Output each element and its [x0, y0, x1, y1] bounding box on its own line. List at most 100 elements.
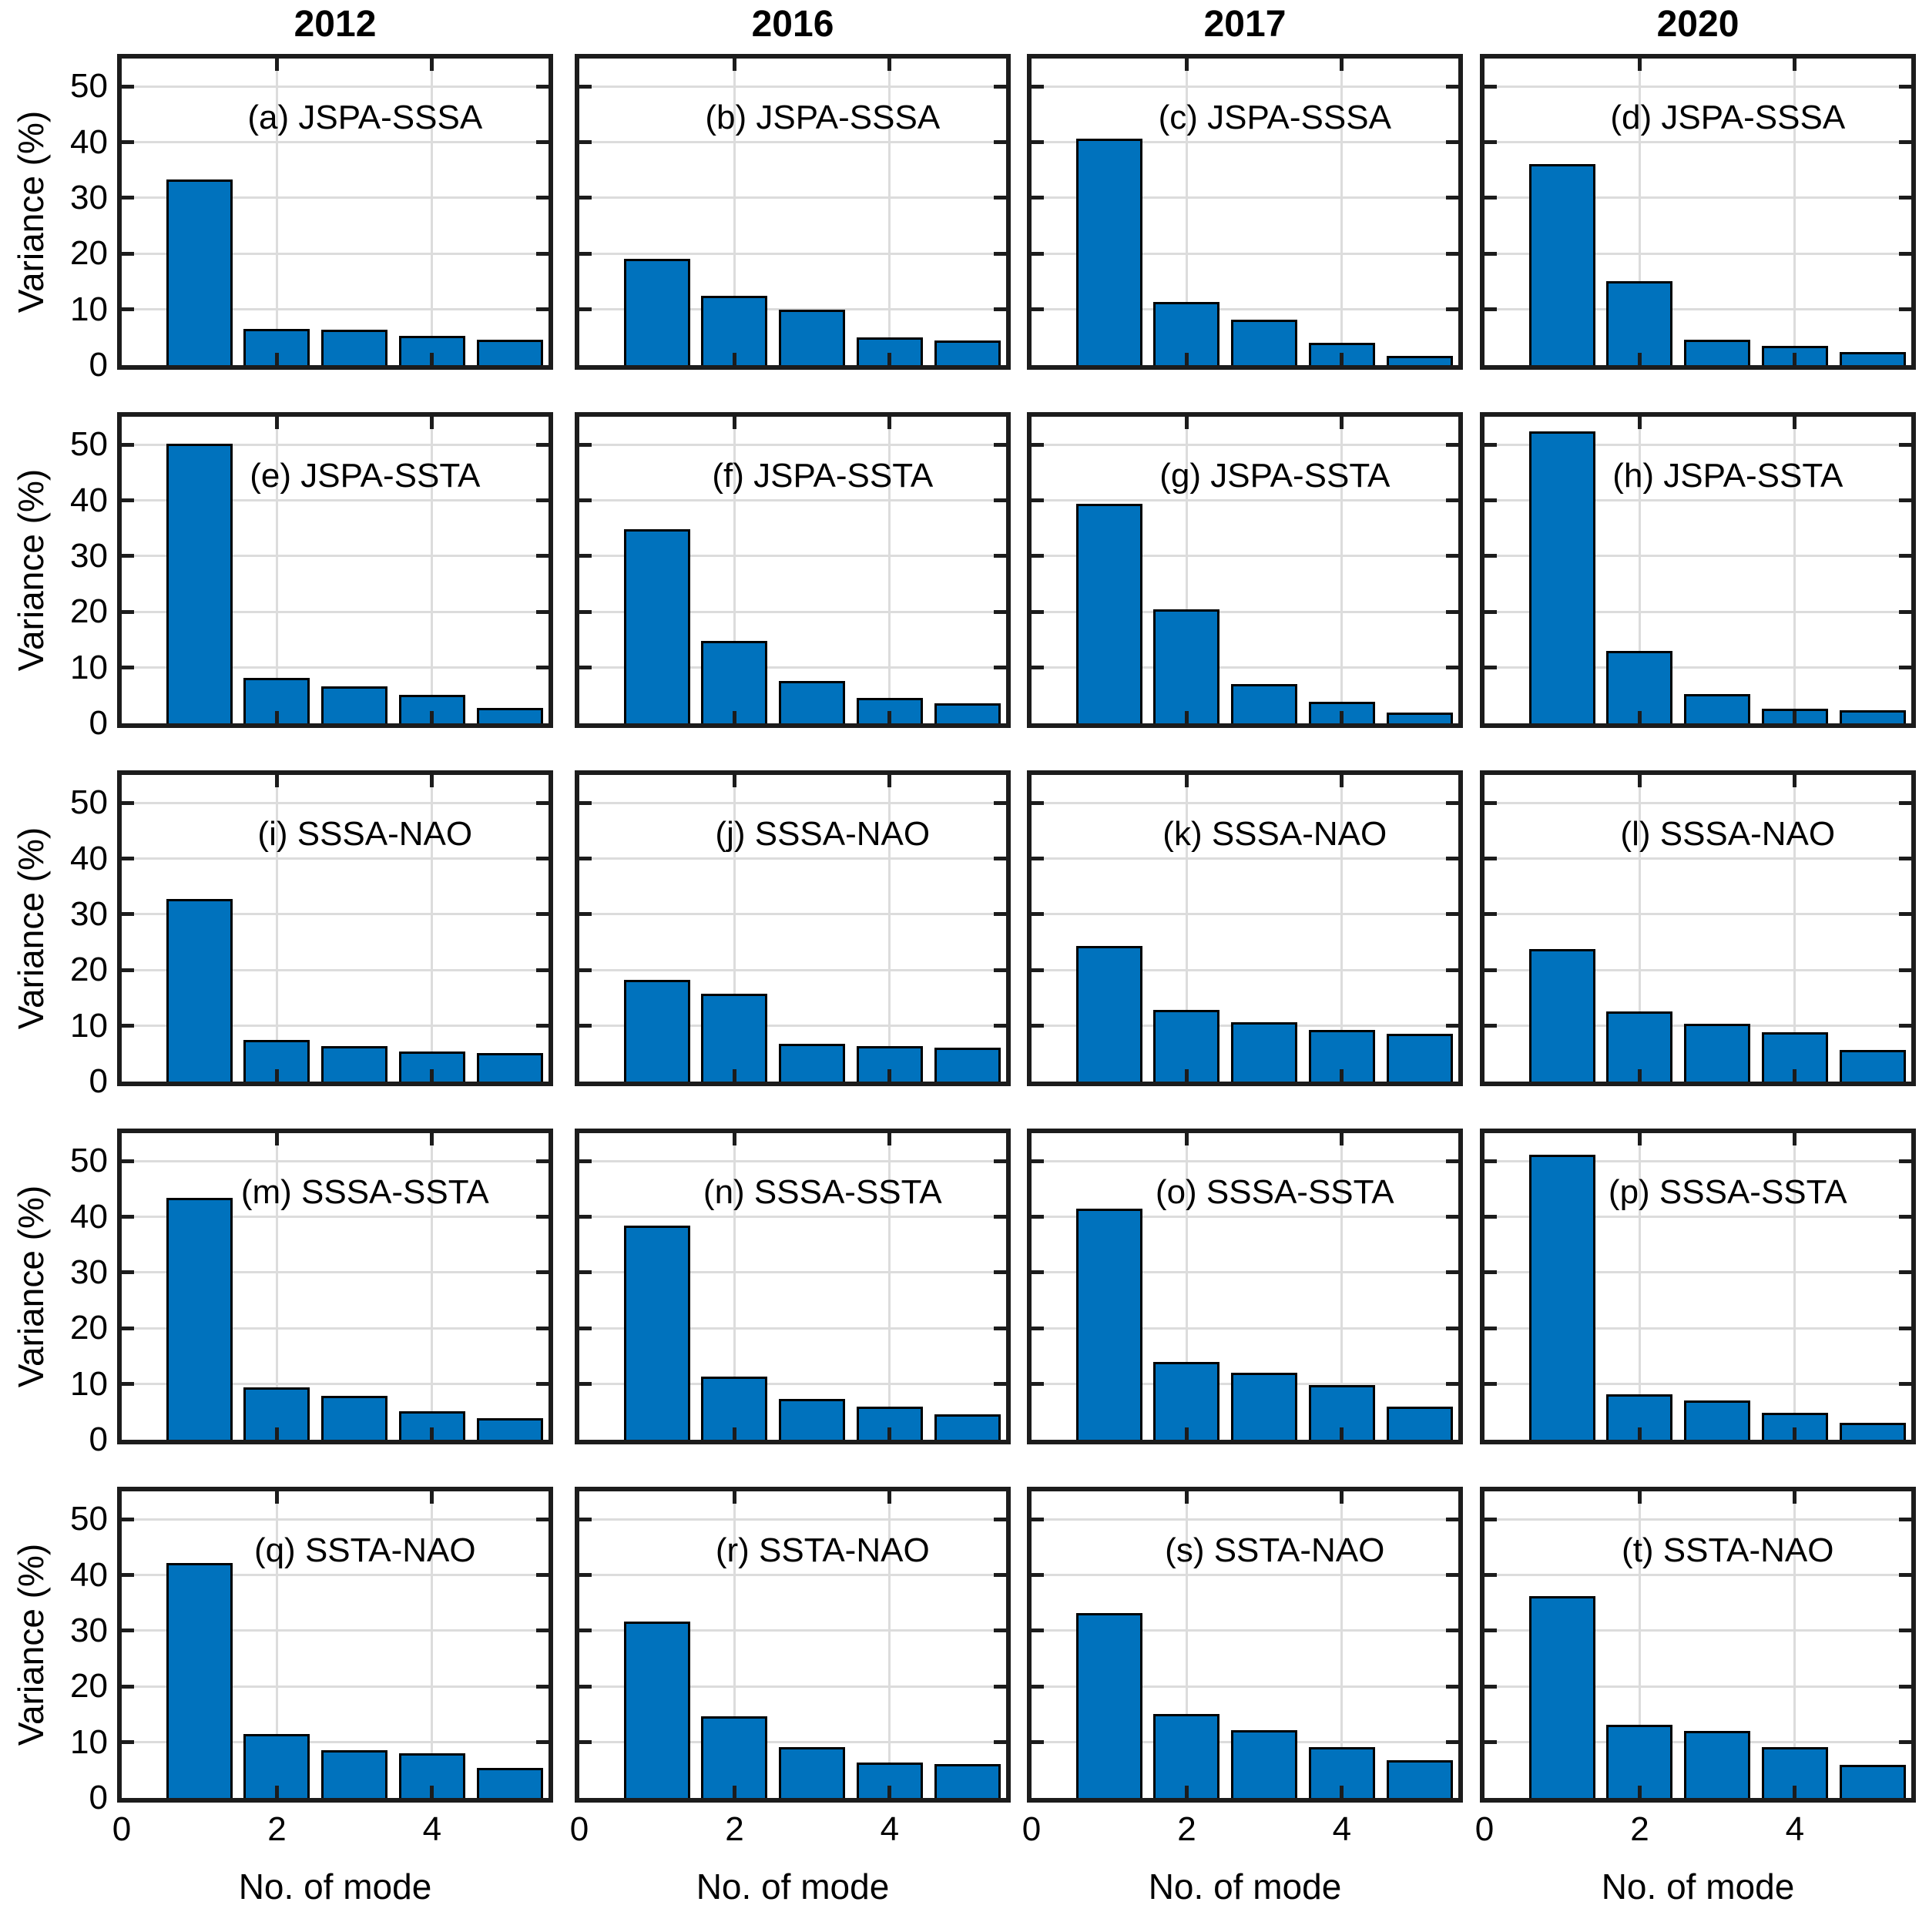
- tick-mark: [1446, 251, 1458, 256]
- gridline-vertical: [1638, 1133, 1641, 1440]
- gridline-vertical: [733, 417, 736, 723]
- tick-mark: [1793, 775, 1797, 787]
- tick-mark: [994, 857, 1006, 861]
- tick-mark: [1032, 1517, 1044, 1521]
- tick-mark: [1899, 1740, 1911, 1745]
- tick-mark: [579, 1740, 592, 1745]
- column-title-2017: 2017: [1203, 4, 1287, 45]
- subplot-label: (m) SSSA-SSTA: [240, 1173, 489, 1211]
- y-tick-label: 10: [70, 648, 108, 686]
- subplot-label: (j) SSSA-NAO: [715, 815, 931, 853]
- tick-mark: [536, 666, 549, 670]
- gridline-horizontal: [579, 1383, 1006, 1386]
- tick-mark: [274, 1786, 279, 1798]
- tick-mark: [122, 196, 134, 200]
- gridline-vertical: [1185, 1133, 1188, 1440]
- tick-mark: [1446, 1215, 1458, 1219]
- gridline-horizontal: [1032, 1685, 1458, 1688]
- tick-mark: [1637, 353, 1642, 365]
- bar: [701, 640, 768, 723]
- bar: [321, 330, 388, 365]
- gridline-horizontal: [122, 913, 549, 916]
- bar: [1684, 1400, 1751, 1440]
- gridline-horizontal: [122, 610, 549, 613]
- gridline-horizontal: [579, 913, 1006, 916]
- tick-mark: [1032, 1326, 1044, 1330]
- y-tick-label: 50: [70, 783, 108, 822]
- tick-mark: [732, 353, 736, 365]
- tick-mark: [579, 1270, 592, 1275]
- bar: [623, 979, 690, 1082]
- x-tick-label: 0: [1022, 1810, 1042, 1848]
- tick-mark: [1484, 1326, 1497, 1330]
- gridline-horizontal: [1032, 196, 1458, 200]
- bar: [166, 1197, 233, 1440]
- subplot-a: (a) JSPA-SSSA: [117, 54, 553, 370]
- tick-mark: [732, 59, 736, 71]
- gridline-vertical: [1793, 1133, 1796, 1440]
- gridline-vertical: [1638, 775, 1641, 1082]
- gridline-vertical: [431, 59, 434, 365]
- tick-mark: [1899, 857, 1911, 861]
- tick-mark: [994, 912, 1006, 917]
- tick-mark: [536, 1382, 549, 1387]
- tick-mark: [122, 1270, 134, 1275]
- subplot-label: (c) JSPA-SSSA: [1158, 99, 1391, 136]
- tick-mark: [536, 857, 549, 861]
- gridline-horizontal: [122, 1159, 549, 1162]
- tick-mark: [1446, 140, 1458, 145]
- tick-mark: [122, 968, 134, 972]
- tick-mark: [122, 1517, 134, 1521]
- subplot-label: (g) JSPA-SSTA: [1159, 457, 1391, 495]
- tick-mark: [732, 417, 736, 429]
- tick-mark: [430, 711, 434, 723]
- gridline-horizontal: [1032, 666, 1458, 669]
- tick-mark: [1446, 1573, 1458, 1578]
- gridline-horizontal: [1484, 666, 1911, 669]
- gridline-vertical: [275, 1491, 278, 1798]
- tick-mark: [1184, 1427, 1189, 1440]
- subplot-label: (r) SSTA-NAO: [715, 1531, 930, 1569]
- bar: [1528, 1154, 1595, 1440]
- gridline-horizontal: [1484, 1327, 1911, 1330]
- tick-mark: [732, 1786, 736, 1798]
- y-tick-label: 0: [89, 1779, 108, 1816]
- tick-mark: [994, 251, 1006, 256]
- tick-mark: [122, 442, 134, 447]
- gridline-vertical: [1793, 1491, 1796, 1798]
- bar: [1075, 1208, 1142, 1440]
- tick-mark: [122, 912, 134, 917]
- tick-mark: [1340, 417, 1344, 429]
- subplot-j: (j) SSSA-NAO: [575, 770, 1011, 1086]
- tick-mark: [1446, 1270, 1458, 1275]
- bar: [476, 339, 543, 365]
- gridline-vertical: [1340, 59, 1344, 365]
- y-axis-label: Variance (%): [11, 110, 51, 314]
- x-tick-label: 2: [267, 1810, 287, 1848]
- tick-mark: [1032, 800, 1044, 805]
- y-tick-label: 40: [70, 1197, 108, 1236]
- gridline-horizontal: [579, 1518, 1006, 1521]
- tick-mark: [122, 84, 134, 89]
- tick-mark: [887, 417, 892, 429]
- tick-mark: [579, 1517, 592, 1521]
- subplot-t: (t) SSTA-NAO: [1480, 1487, 1916, 1803]
- tick-mark: [887, 59, 892, 71]
- tick-mark: [579, 609, 592, 614]
- tick-mark: [430, 417, 434, 429]
- tick-mark: [274, 353, 279, 365]
- tick-mark: [122, 666, 134, 670]
- gridline-horizontal: [1032, 1216, 1458, 1219]
- tick-mark: [732, 1069, 736, 1082]
- bar: [779, 681, 846, 723]
- y-tick-label: 20: [70, 951, 108, 989]
- tick-mark: [536, 1024, 549, 1028]
- tick-mark: [1032, 1159, 1044, 1163]
- y-tick-label: 30: [70, 178, 108, 216]
- gridline-horizontal: [1032, 1574, 1458, 1577]
- gridline-horizontal: [1484, 196, 1911, 200]
- tick-mark: [579, 140, 592, 145]
- tick-mark: [1899, 196, 1911, 200]
- gridline-horizontal: [122, 1685, 549, 1688]
- gridline-horizontal: [122, 1327, 549, 1330]
